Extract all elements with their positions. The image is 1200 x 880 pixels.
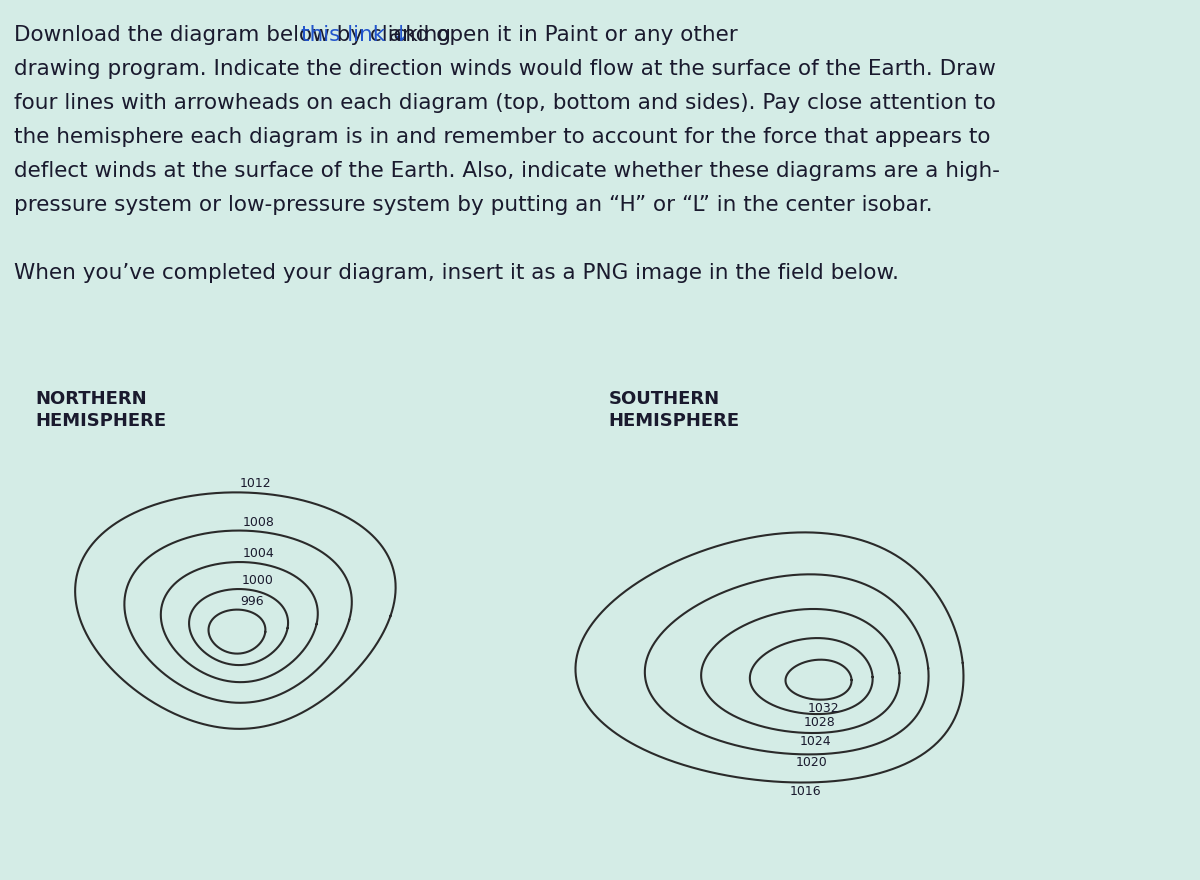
- Text: 1000: 1000: [241, 574, 274, 587]
- Text: four lines with arrowheads on each diagram (top, bottom and sides). Pay close at: four lines with arrowheads on each diagr…: [14, 93, 996, 113]
- Text: 1032: 1032: [808, 701, 839, 715]
- Text: NORTHERN
HEMISPHERE: NORTHERN HEMISPHERE: [36, 390, 167, 430]
- Text: 1004: 1004: [242, 547, 274, 560]
- Text: When you’ve completed your diagram, insert it as a PNG image in the field below.: When you’ve completed your diagram, inse…: [14, 263, 899, 283]
- Text: pressure system or low-pressure system by putting an “H” or “L” in the center is: pressure system or low-pressure system b…: [14, 195, 932, 215]
- Text: 1028: 1028: [804, 716, 835, 730]
- Text: Download the diagram below by clicking: Download the diagram below by clicking: [14, 25, 458, 45]
- Text: the hemisphere each diagram is in and remember to account for the force that app: the hemisphere each diagram is in and re…: [14, 127, 991, 147]
- Text: 1008: 1008: [242, 516, 274, 529]
- Text: 996: 996: [240, 595, 264, 607]
- Text: 1016: 1016: [790, 784, 821, 797]
- Text: 1020: 1020: [796, 757, 827, 769]
- Text: this link ↓: this link ↓: [301, 25, 410, 45]
- Text: and open it in Paint or any other: and open it in Paint or any other: [382, 25, 738, 45]
- Text: SOUTHERN
HEMISPHERE: SOUTHERN HEMISPHERE: [608, 390, 740, 430]
- Text: 1024: 1024: [800, 735, 832, 748]
- Text: drawing program. Indicate the direction winds would flow at the surface of the E: drawing program. Indicate the direction …: [14, 59, 996, 79]
- Text: 1012: 1012: [239, 477, 271, 490]
- Text: deflect winds at the surface of the Earth. Also, indicate whether these diagrams: deflect winds at the surface of the Eart…: [14, 161, 1000, 181]
